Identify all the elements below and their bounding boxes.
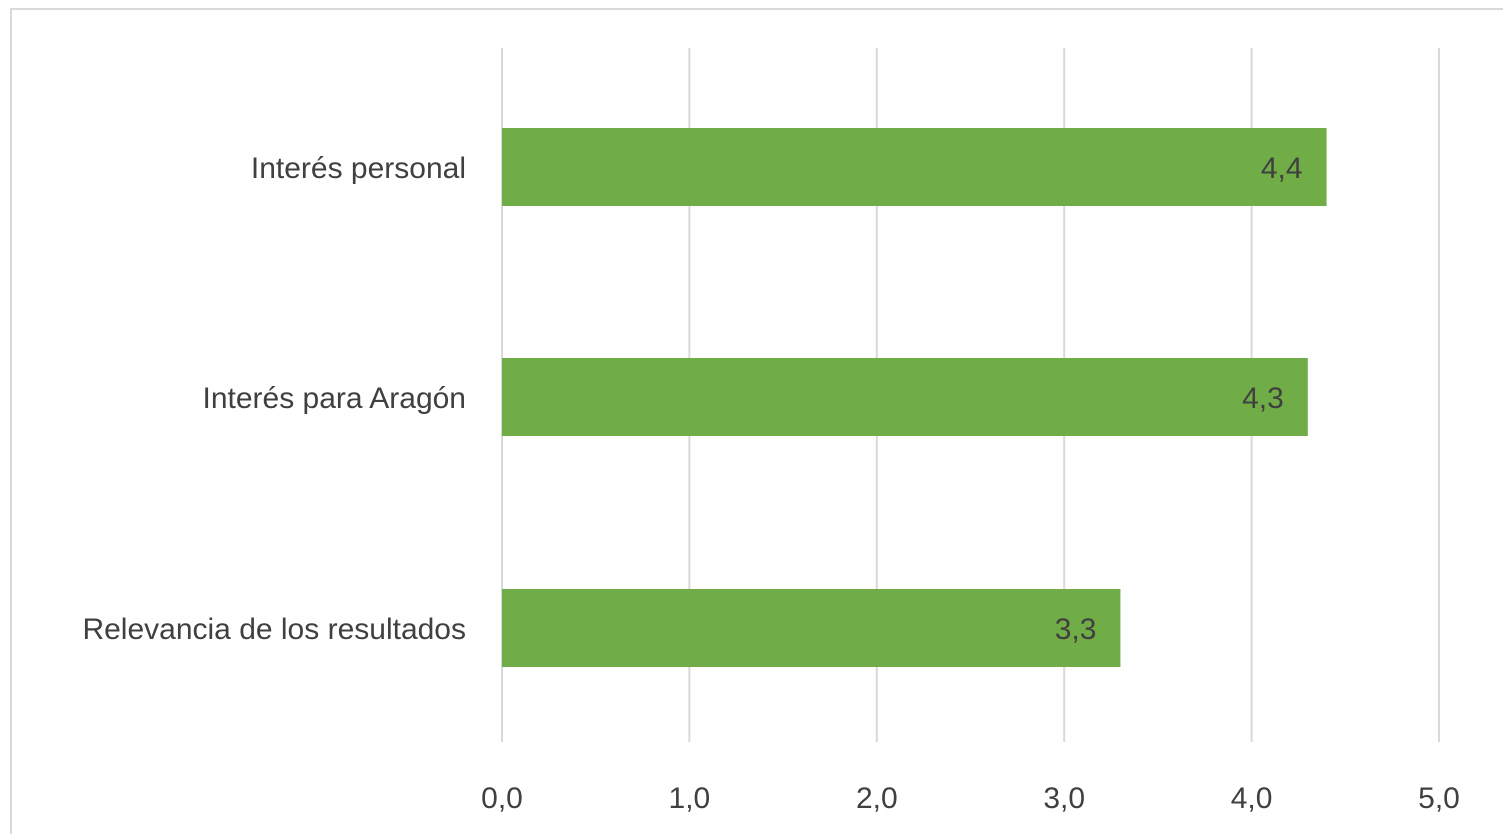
data-label: 4,4 <box>1261 152 1303 185</box>
data-label: 3,3 <box>1055 613 1097 646</box>
bar <box>502 589 1121 667</box>
x-tick-label: 2,0 <box>856 782 898 815</box>
x-axis-tick-labels: 0,0 1,0 2,0 3,0 4,0 5,0 <box>481 782 1460 815</box>
category-label: Relevancia de los resultados <box>82 613 466 646</box>
x-tick-label: 0,0 <box>481 782 523 815</box>
category-label: Interés personal <box>251 152 466 185</box>
data-labels: 4,4 4,3 3,3 <box>1055 152 1303 646</box>
bar <box>502 358 1308 436</box>
bar <box>502 128 1327 206</box>
category-label: Interés para Aragón <box>202 382 466 415</box>
x-tick-label: 1,0 <box>669 782 711 815</box>
category-labels: Interés personal Interés para Aragón Relev… <box>82 152 466 646</box>
data-label: 4,3 <box>1242 382 1284 415</box>
x-tick-label: 4,0 <box>1231 782 1273 815</box>
x-tick-label: 5,0 <box>1418 782 1460 815</box>
x-tick-label: 3,0 <box>1043 782 1085 815</box>
bars <box>502 128 1327 667</box>
